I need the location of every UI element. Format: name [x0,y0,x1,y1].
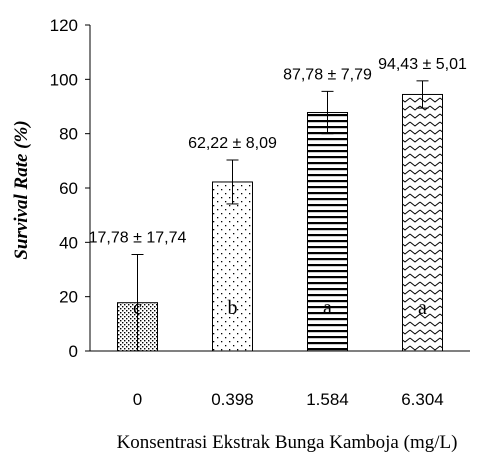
x-tick-label-4: 6.304 [401,390,444,409]
bar-2 [212,181,253,352]
y-tick-label: 80 [59,125,78,144]
significance-letter-3: a [323,297,332,319]
x-axis-title: Konsentrasi Ekstrak Bunga Kamboja (mg/L) [117,432,458,453]
error-bars [131,80,429,352]
value-label-4: 94,43 ± 5,01 [378,56,467,73]
y-tick-label: 120 [50,16,78,35]
y-axis-title: Survival Rate (%) [11,120,32,259]
y-tick-label: 40 [59,233,78,252]
y-ticks: 0 20 40 60 80 100 120 [50,16,90,361]
y-tick-label: 20 [59,288,78,307]
x-tick-label-1: 0 [133,390,142,409]
value-labels: 17,78 ± 17,74 62,22 ± 8,09 87,78 ± 7,79 94,… [89,56,467,247]
y-tick-label: 100 [50,70,78,89]
value-label-2: 62,22 ± 8,09 [188,135,277,152]
x-ticks: 0 0.398 1.584 6.304 [133,390,444,409]
bars [117,93,443,352]
bar-4 [402,93,443,352]
significance-letter-1: c [133,297,142,319]
significance-letter-4: a [418,297,427,319]
bar-3 [307,112,348,352]
x-tick-label-3: 1.584 [306,390,349,409]
y-tick-label: 60 [59,179,78,198]
value-label-1: 17,78 ± 17,74 [89,230,187,247]
y-tick-label: 0 [69,342,78,361]
value-label-3: 87,78 ± 7,79 [283,66,372,83]
significance-letter-2: b [228,297,238,319]
x-tick-label-2: 0.398 [211,390,254,409]
